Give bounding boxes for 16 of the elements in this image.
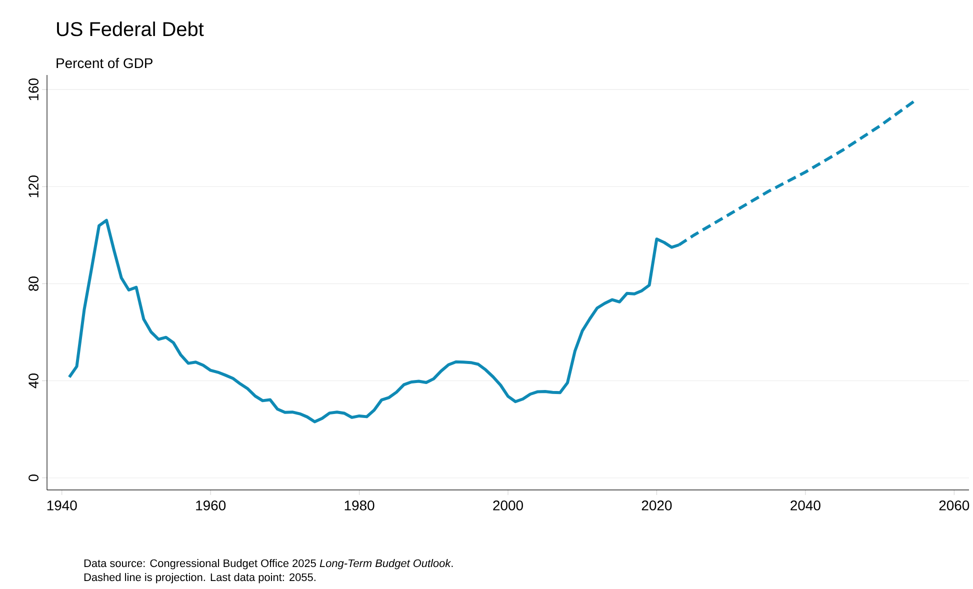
text: Dashed line is projection. Last data point: 2055. — [84, 573, 316, 584]
x-tick-label: 2020 — [642, 500, 672, 510]
chart-title: US Federal Debt — [57, 22, 204, 36]
y-tick-label: 160 — [28, 78, 38, 100]
x-tick-label: 2000 — [493, 500, 523, 510]
x-tick-label: 2040 — [790, 500, 820, 510]
y-tick-label: 0 — [28, 474, 38, 482]
y-tick-label: 120 — [28, 176, 38, 198]
x-tick-label: 1980 — [344, 500, 374, 510]
x-tick-label: 1960 — [196, 500, 226, 510]
y-tick-label: 80 — [28, 276, 38, 291]
x-tick-label: 1940 — [47, 500, 77, 510]
x-tick-label: 2060 — [939, 500, 970, 510]
source-note: Data source: Congressional Budget Office 2025 Long-Term Budget Outlook. — [84, 559, 453, 570]
chart-subtitle: Percent of GDP — [56, 58, 152, 68]
y-tick-label: 40 — [28, 374, 38, 388]
